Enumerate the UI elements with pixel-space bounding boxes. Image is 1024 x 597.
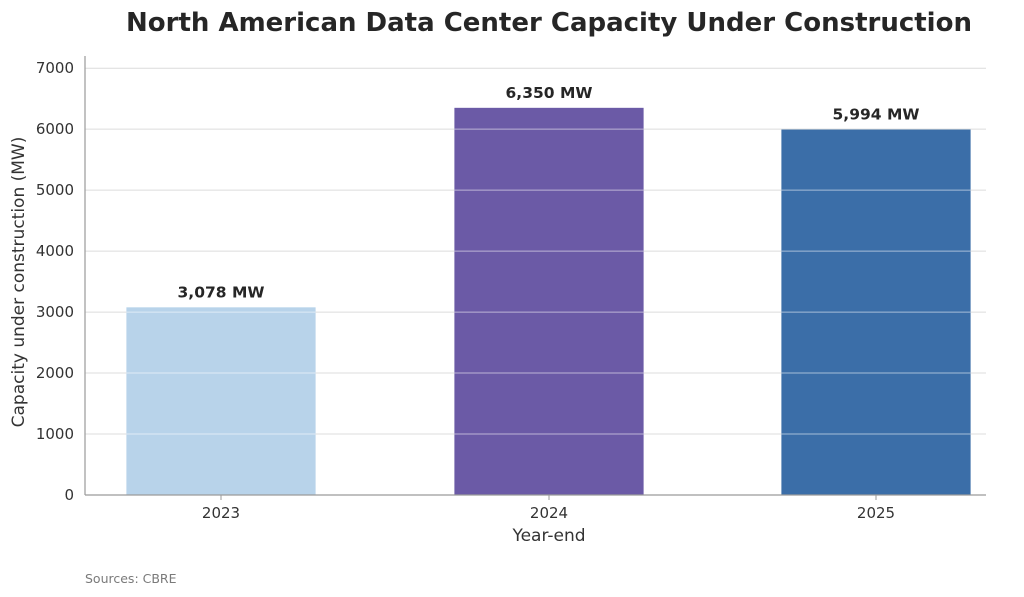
y-tick-labels: 0 1000 2000 3000 4000 5000 6000 7000 xyxy=(36,59,74,504)
chart-title: North American Data Center Capacity Unde… xyxy=(126,8,972,38)
data-label-2023: 3,078 MW xyxy=(178,283,265,301)
x-axis-title: Year-end xyxy=(511,526,585,546)
bar-2023 xyxy=(126,307,316,495)
y-tick-label: 7000 xyxy=(36,59,74,77)
data-label-2025: 5,994 MW xyxy=(833,106,920,124)
data-labels: 3,078 MW 6,350 MW 5,994 MW xyxy=(178,84,920,302)
y-tick-label: 4000 xyxy=(36,242,74,260)
y-tick-label: 5000 xyxy=(36,181,74,199)
x-tick-label-2023: 2023 xyxy=(202,504,240,522)
y-tick-label: 6000 xyxy=(36,120,74,138)
bar-overlay-gridlines xyxy=(126,128,971,435)
x-tick-labels: 2023 2024 2025 xyxy=(202,495,895,522)
bar-2024 xyxy=(454,107,644,495)
y-tick-label: 0 xyxy=(64,486,74,504)
x-tick-label-2024: 2024 xyxy=(530,504,568,522)
bars xyxy=(126,107,971,495)
y-tick-label: 3000 xyxy=(36,303,74,321)
axes xyxy=(84,56,986,496)
y-tick-label: 1000 xyxy=(36,425,74,443)
data-label-2024: 6,350 MW xyxy=(506,84,593,102)
x-tick-label-2025: 2025 xyxy=(857,504,895,522)
y-axis-title: Capacity under construction (MW) xyxy=(9,137,29,428)
y-tick-label: 2000 xyxy=(36,364,74,382)
source-note: Sources: CBRE xyxy=(85,571,177,586)
